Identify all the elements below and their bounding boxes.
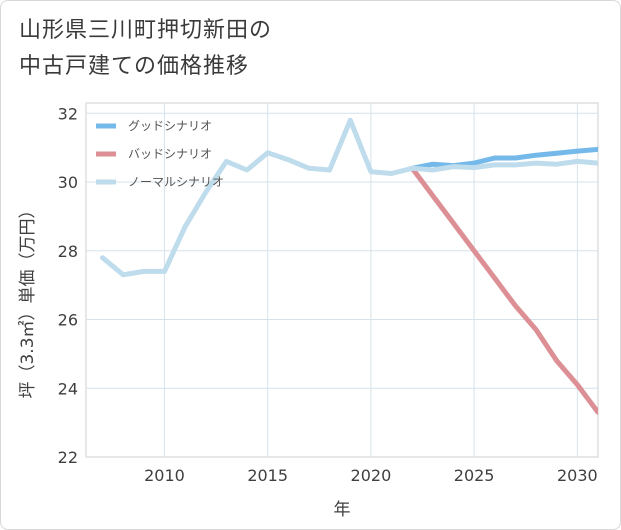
y-tick-label-22: 22: [58, 448, 78, 467]
y-tick-labels: 22 24 26 28 30 32: [58, 104, 78, 467]
legend-label-1: バッドシナリオ: [128, 147, 212, 161]
x-tick-label-2030: 2030: [557, 466, 598, 485]
chart-title: 山形県三川町押切新田の 中古戸建ての価格推移: [19, 13, 272, 85]
x-tick-label-2025: 2025: [454, 466, 495, 485]
y-tick-label-28: 28: [58, 242, 78, 261]
y-tick-label-32: 32: [58, 104, 78, 123]
legend-label-2: ノーマルシナリオ: [128, 175, 224, 189]
y-tick-label-26: 26: [58, 311, 78, 330]
plot-area: [85, 102, 599, 458]
chart-title-line-2: 中古戸建ての価格推移: [19, 54, 250, 79]
series-line-1: [409, 165, 598, 415]
y-tick-label-30: 30: [58, 173, 78, 192]
x-tick-label-2015: 2015: [247, 466, 288, 485]
x-axis-label: 年: [334, 500, 351, 520]
series-line-2: [100, 117, 598, 278]
y-axis-label: 坪（3.3㎡）単価（万円）: [18, 201, 38, 398]
y-tick-label-24: 24: [58, 379, 78, 398]
series-lines: [100, 117, 598, 415]
x-tick-label-2020: 2020: [351, 466, 392, 485]
x-tick-label-2010: 2010: [144, 466, 185, 485]
chart-title-line-1: 山形県三川町押切新田の: [19, 18, 273, 43]
series-line-0: [409, 146, 598, 171]
x-tick-labels: 2010 2015 2020 2025 2030: [144, 466, 598, 485]
legend-label-0: グッドシナリオ: [128, 119, 212, 133]
